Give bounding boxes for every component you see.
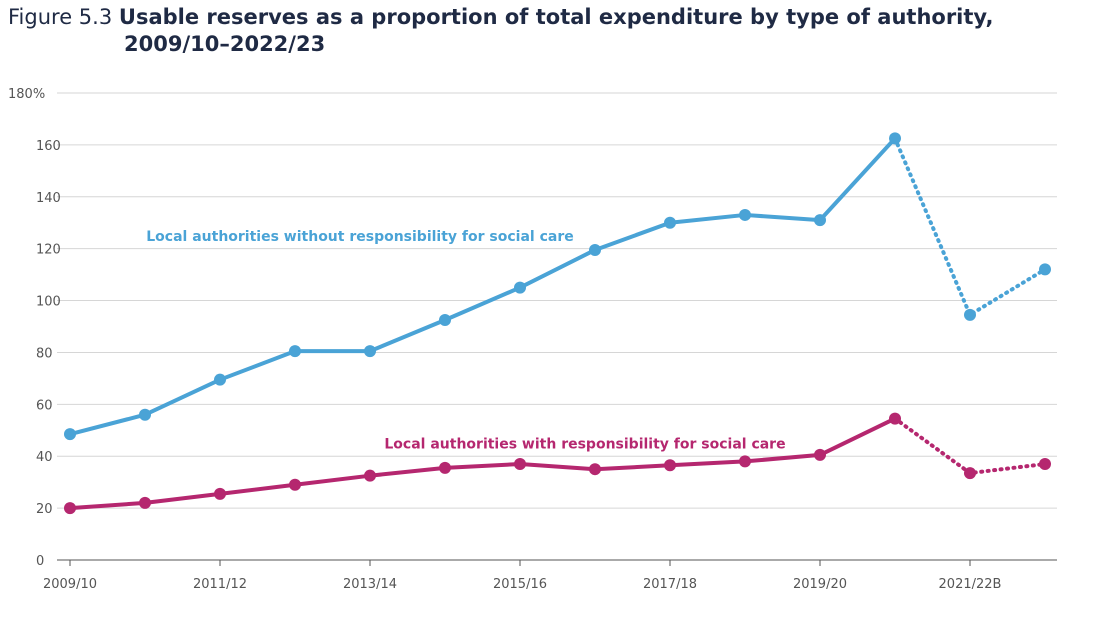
series-labels: Local authorities without responsibility…: [146, 229, 785, 453]
y-tick-label: 20: [36, 502, 53, 517]
data-point: [814, 448, 826, 461]
figure-number: Figure 5.3: [8, 5, 113, 29]
x-tick-label: 2015/16: [493, 577, 547, 592]
data-point: [1039, 263, 1051, 276]
data-point: [439, 314, 451, 327]
data-point: [289, 478, 301, 491]
x-tick-label: 2017/18: [643, 577, 697, 592]
grid-lines: [57, 92, 1057, 561]
data-point: [64, 428, 76, 441]
x-tick-label: 2021/22B: [939, 577, 1002, 592]
data-point: [514, 458, 526, 471]
data-point: [1039, 458, 1051, 471]
y-tick-label: 80: [36, 346, 53, 361]
series-2: [64, 412, 1051, 515]
data-point: [214, 373, 226, 386]
series-line-dotted: [893, 416, 1047, 476]
data-point: [139, 496, 151, 509]
y-tick-label: 180%: [8, 87, 45, 102]
x-axis-ticks: 2009/10 2011/12 2013/14 2015/16 2017/18 2019/…: [43, 560, 1001, 592]
data-point: [439, 461, 451, 474]
data-point: [589, 243, 601, 256]
data-point: [64, 502, 76, 515]
y-tick-label: 100: [36, 295, 61, 310]
y-axis-ticks: 0 20 40 60 80 100 120 140 160 180%: [8, 87, 61, 569]
series-lines: [64, 132, 1051, 515]
y-tick-label: 60: [36, 398, 53, 413]
figure-title-line1: Usable reserves as a proportion of total…: [118, 5, 994, 29]
y-tick-label: 120: [36, 243, 61, 258]
figure-title-line2: 2009/10–2022/23: [124, 32, 326, 56]
data-point: [739, 455, 751, 468]
x-tick-label: 2019/20: [793, 577, 847, 592]
data-point: [739, 208, 751, 221]
data-point: [289, 345, 301, 358]
y-tick-label: 40: [36, 450, 53, 465]
y-tick-label: 0: [36, 554, 44, 569]
x-tick-label: 2009/10: [43, 577, 97, 592]
data-point: [664, 216, 676, 229]
series-line-solid: [68, 416, 897, 511]
series-label: Local authorities with responsibility fo…: [384, 436, 785, 452]
data-point: [664, 459, 676, 472]
data-point: [589, 463, 601, 476]
series-label: Local authorities without responsibility…: [146, 229, 573, 245]
data-point: [964, 467, 976, 480]
series-line-dotted: [893, 136, 1047, 318]
series-line-solid: [68, 136, 897, 437]
data-point: [139, 408, 151, 421]
y-tick-label: 160: [36, 139, 61, 154]
series-1: [64, 132, 1051, 441]
data-point: [364, 469, 376, 482]
data-point: [814, 214, 826, 227]
figure-title: Figure 5.3 Usable reserves as a proporti…: [8, 4, 1088, 58]
y-tick-label: 140: [36, 191, 61, 206]
data-point: [889, 412, 901, 425]
x-tick-label: 2011/12: [193, 577, 247, 592]
data-point: [514, 281, 526, 294]
data-point: [889, 132, 901, 145]
x-tick-label: 2013/14: [343, 577, 397, 592]
data-point: [364, 345, 376, 358]
data-point: [964, 308, 976, 321]
data-point: [214, 487, 226, 500]
